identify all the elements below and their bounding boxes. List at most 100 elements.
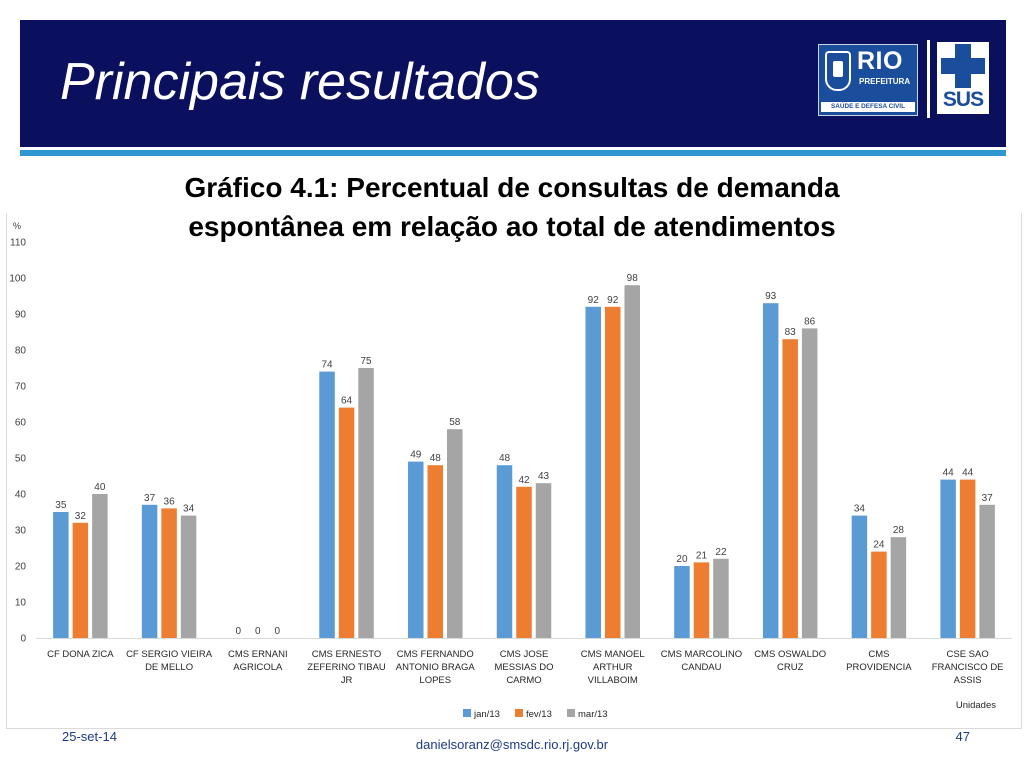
rio-logo-text: RIO bbox=[857, 47, 903, 75]
bar-jan-13 bbox=[851, 515, 868, 638]
bar-mar-13 bbox=[180, 515, 197, 638]
y-tick-label: 80 bbox=[15, 346, 27, 357]
bar-jan-13 bbox=[496, 465, 513, 638]
data-label: 92 bbox=[607, 295, 619, 306]
x-tick-label: VILLABOIM bbox=[588, 675, 638, 686]
bar-fev-13 bbox=[338, 407, 355, 638]
data-label: 40 bbox=[94, 482, 106, 493]
y-tick-label: 30 bbox=[15, 526, 27, 537]
data-label: 34 bbox=[183, 504, 195, 515]
y-tick-label: 50 bbox=[15, 454, 27, 465]
y-tick-label: 90 bbox=[15, 310, 27, 321]
bar-jan-13 bbox=[408, 461, 424, 638]
bar-mar-13 bbox=[535, 483, 552, 638]
data-label: 49 bbox=[410, 450, 422, 461]
bar-fev-13 bbox=[516, 486, 532, 638]
data-label: 24 bbox=[873, 540, 885, 551]
subtitle-line-2: espontânea em relação ao total de atendi… bbox=[188, 211, 836, 242]
accent-rule bbox=[20, 150, 1006, 156]
slide-title: Principais resultados bbox=[60, 53, 540, 111]
x-tick-label: CMS ERNESTO bbox=[312, 649, 382, 660]
footer-date: 25-set-14 bbox=[62, 729, 117, 744]
legend-swatch-fev-13 bbox=[515, 709, 523, 717]
data-label: 75 bbox=[360, 356, 372, 367]
rio-prefeitura-logo: RIO PREFEITURA SAÚDE E DEFESA CIVIL bbox=[818, 44, 918, 116]
bar-jan-13 bbox=[674, 566, 690, 638]
saude-defesa-civil-text: SAÚDE E DEFESA CIVIL bbox=[821, 102, 915, 112]
y-axis-label: % bbox=[13, 221, 21, 231]
bar-jan-13 bbox=[141, 504, 158, 638]
bar-mar-13 bbox=[890, 537, 907, 638]
data-label: 48 bbox=[499, 453, 511, 464]
data-label: 74 bbox=[321, 360, 333, 371]
legend-label: mar/13 bbox=[578, 709, 608, 720]
x-tick-label: CMS FERNANDO bbox=[397, 649, 474, 660]
data-label: 21 bbox=[696, 550, 708, 561]
x-tick-label: MESSIAS DO bbox=[494, 662, 553, 673]
x-tick-label: ARTHUR bbox=[593, 662, 633, 673]
x-axis-label: Unidades bbox=[956, 700, 996, 711]
subtitle-line-1: Gráfico 4.1: Percentual de consultas de … bbox=[184, 172, 840, 203]
bar-fev-13 bbox=[427, 465, 444, 638]
x-tick-label: CMS JOSE bbox=[500, 649, 549, 660]
x-tick-label: JR bbox=[341, 675, 353, 686]
data-label: 93 bbox=[765, 291, 777, 302]
bar-fev-13 bbox=[693, 562, 710, 638]
page-number: 47 bbox=[955, 729, 970, 744]
x-tick-label: DE MELLO bbox=[145, 662, 193, 673]
sus-logo: SUS bbox=[937, 42, 989, 114]
legend-label: fev/13 bbox=[526, 709, 552, 720]
data-label: 43 bbox=[538, 471, 550, 482]
x-tick-label: CARMO bbox=[506, 675, 541, 686]
bar-jan-13 bbox=[53, 512, 69, 638]
bar-fev-13 bbox=[782, 339, 798, 638]
bar-mar-13 bbox=[713, 558, 729, 638]
bar-fev-13 bbox=[161, 508, 177, 638]
data-label: 22 bbox=[715, 547, 727, 558]
bar-jan-13 bbox=[762, 303, 779, 638]
data-label: 37 bbox=[982, 493, 994, 504]
y-tick-label: 70 bbox=[15, 382, 27, 393]
data-label: 44 bbox=[962, 468, 974, 479]
x-tick-label: ANTONIO BRAGA bbox=[396, 662, 476, 673]
data-label: 37 bbox=[144, 493, 156, 504]
bar-jan-13 bbox=[585, 306, 601, 638]
bar-mar-13 bbox=[358, 368, 374, 638]
bar-jan-13 bbox=[940, 479, 956, 638]
x-tick-label: ASSIS bbox=[954, 675, 982, 686]
x-tick-label: CMS ERNANI bbox=[228, 649, 288, 660]
bar-mar-13 bbox=[624, 285, 640, 638]
y-tick-label: 0 bbox=[20, 634, 26, 645]
data-label: 20 bbox=[676, 554, 688, 565]
data-label: 0 bbox=[236, 626, 242, 637]
data-label: 42 bbox=[518, 475, 530, 486]
x-tick-label: LOPES bbox=[419, 675, 451, 686]
x-tick-label: AGRICOLA bbox=[233, 662, 283, 673]
data-label: 86 bbox=[804, 316, 816, 327]
chart-frame bbox=[6, 213, 1022, 729]
bar-mar-13 bbox=[979, 504, 995, 638]
data-label: 44 bbox=[943, 468, 955, 479]
data-label: 36 bbox=[164, 496, 176, 507]
bar-jan-13 bbox=[319, 371, 335, 638]
data-label: 98 bbox=[627, 273, 639, 284]
x-tick-label: CF DONA ZICA bbox=[47, 649, 114, 660]
chart-subtitle: Gráfico 4.1: Percentual de consultas de … bbox=[0, 168, 1024, 246]
bar-fev-13 bbox=[604, 306, 621, 638]
x-tick-label: CSE SAO bbox=[947, 649, 989, 660]
y-tick-label: 60 bbox=[15, 418, 27, 429]
data-label: 0 bbox=[275, 626, 281, 637]
legend-swatch-jan-13 bbox=[463, 709, 471, 717]
x-tick-label: CMS MANOEL bbox=[581, 649, 645, 660]
data-label: 0 bbox=[255, 626, 261, 637]
x-tick-label: CF SERGIO VIEIRA bbox=[126, 649, 213, 660]
data-label: 32 bbox=[75, 511, 87, 522]
y-tick-label: 40 bbox=[15, 490, 27, 501]
y-tick-label: 110 bbox=[10, 238, 26, 249]
legend-swatch-mar-13 bbox=[567, 709, 575, 717]
bar-fev-13 bbox=[871, 551, 887, 638]
x-tick-label: FRANCISCO DE bbox=[932, 662, 1004, 673]
bar-fev-13 bbox=[959, 479, 976, 638]
x-tick-label: CANDAU bbox=[681, 662, 721, 673]
